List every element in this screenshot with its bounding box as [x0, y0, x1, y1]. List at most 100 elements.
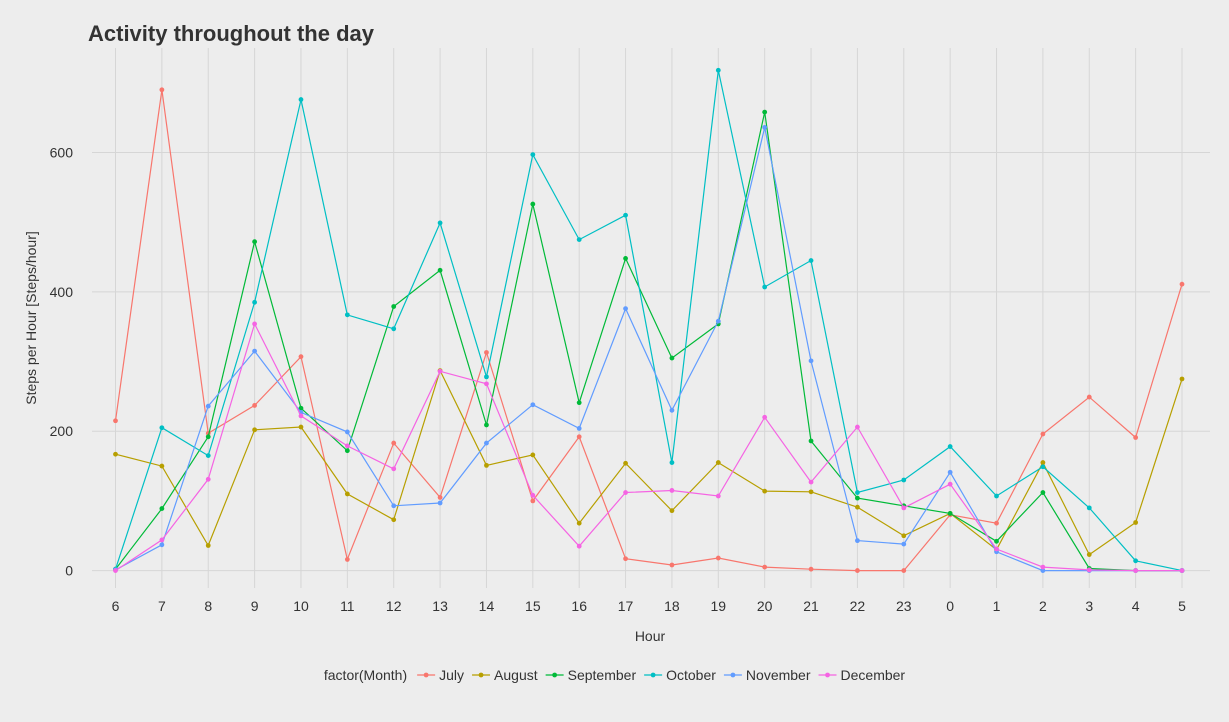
data-point [159, 537, 165, 543]
data-point [252, 239, 258, 245]
series-line [115, 127, 1182, 572]
data-point [484, 440, 489, 446]
x-tick-label: 2 [1039, 598, 1047, 614]
data-point [484, 350, 489, 355]
legend: factor(Month) July August September October N… [324, 667, 906, 683]
series-line [115, 111, 1182, 572]
data-point [484, 422, 489, 428]
data-point [1040, 431, 1046, 437]
data-point [1040, 490, 1046, 495]
data-point [344, 557, 350, 562]
legend-label: October [666, 667, 716, 683]
data-point [159, 87, 165, 93]
data-point [715, 67, 721, 73]
data-point [484, 462, 489, 468]
data-point [1040, 568, 1046, 573]
legend-label: September [568, 667, 637, 683]
x-tick-label: 11 [340, 598, 355, 614]
legend-item-november: November [723, 667, 811, 683]
data-point [1040, 460, 1046, 465]
data-point [1179, 376, 1185, 382]
series-october [113, 67, 1185, 573]
legend-label: December [841, 667, 906, 683]
data-point [901, 477, 907, 483]
data-point [715, 460, 721, 465]
data-point [391, 304, 397, 309]
legend-label: November [746, 667, 811, 683]
data-point [113, 418, 118, 424]
data-point [530, 152, 536, 158]
data-point [623, 556, 628, 562]
x-tick-label: 23 [896, 598, 912, 614]
x-tick-label: 14 [479, 598, 495, 614]
data-point [1133, 435, 1139, 440]
x-tick-label: 17 [618, 598, 634, 614]
data-point [437, 368, 443, 374]
data-point [1133, 520, 1139, 525]
data-point [1086, 505, 1092, 511]
data-point [669, 407, 675, 413]
legend-item-july: July [417, 667, 464, 683]
data-point [298, 413, 304, 419]
data-point [1086, 394, 1092, 400]
legend-label: August [494, 667, 538, 683]
data-point [808, 258, 814, 263]
data-point [576, 434, 582, 440]
legend-key-point [650, 672, 656, 678]
data-point [159, 463, 165, 469]
data-point [669, 508, 675, 514]
data-point [344, 491, 350, 497]
data-point [994, 546, 999, 552]
data-point [484, 381, 489, 387]
legend-item-september: September [545, 667, 637, 683]
data-point [437, 267, 443, 273]
x-tick-label: 22 [850, 598, 866, 614]
data-point [576, 426, 582, 431]
x-tick-label: 7 [158, 598, 166, 614]
x-tick-label: 16 [571, 598, 587, 614]
data-point [855, 538, 860, 544]
data-point [437, 495, 443, 500]
x-tick-label: 3 [1085, 598, 1093, 614]
data-point [391, 466, 397, 472]
data-point [576, 543, 582, 549]
data-point [623, 490, 628, 495]
data-point [344, 443, 350, 449]
data-point [669, 562, 675, 568]
data-point [391, 503, 397, 509]
data-point [947, 444, 953, 449]
y-tick-label: 200 [50, 423, 74, 439]
data-point [762, 284, 768, 290]
x-tick-label: 9 [251, 598, 259, 614]
x-tick-label: 19 [711, 598, 727, 614]
y-axis-label: Steps per Hour [Steps/hour] [23, 231, 39, 405]
data-point [205, 403, 211, 409]
series-line [114, 89, 1183, 572]
y-axis-ticks: 0 200 400 600 [50, 145, 74, 579]
data-point [808, 438, 814, 444]
series-august [113, 368, 1185, 557]
series-line [114, 70, 1183, 572]
data-point [1040, 564, 1046, 570]
data-point [576, 400, 582, 406]
data-point [669, 460, 675, 465]
data-point [1086, 567, 1092, 573]
x-tick-label: 6 [112, 598, 120, 614]
data-point [855, 568, 860, 573]
data-point [1040, 464, 1046, 470]
legend-key-point [423, 672, 429, 678]
data-point [808, 358, 814, 364]
data-point [344, 312, 350, 318]
data-point [252, 403, 258, 408]
data-point [623, 460, 628, 466]
x-tick-label: 15 [525, 598, 541, 614]
data-point [391, 326, 397, 332]
data-point [1179, 568, 1185, 573]
data-point [298, 405, 304, 411]
data-point [205, 476, 211, 482]
data-point [344, 429, 350, 435]
data-point [1133, 568, 1139, 573]
legend-item-december: December [818, 667, 906, 683]
legend-item-august: August [472, 667, 538, 683]
